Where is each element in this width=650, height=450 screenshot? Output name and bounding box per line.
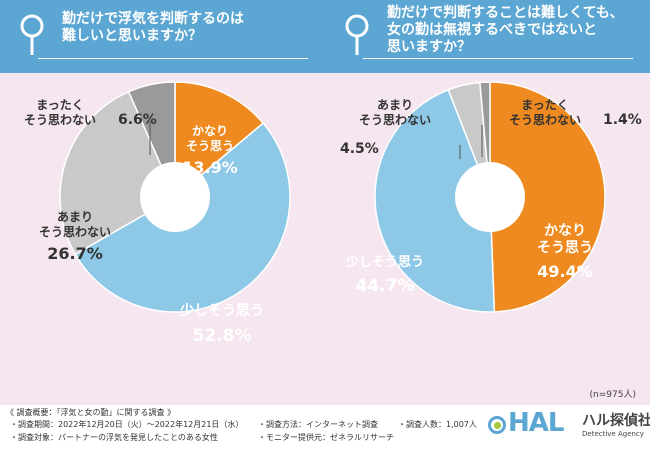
slice-label-text: あまり: [377, 98, 413, 112]
slice-label-text: そう思わない: [24, 113, 96, 127]
magnifier-icon: [345, 14, 369, 55]
survey-period: ・調査期間：2022年12月20日（火）～2022年12月21日（水）: [10, 420, 244, 429]
slice-percent: 49.4%: [537, 262, 593, 281]
sample-size-note: (n=975人): [589, 390, 636, 400]
pie-slice: [174, 81, 265, 199]
pie-slice: [489, 81, 606, 313]
question-text-left: 勤だけで浮気を判断するのは 難しいと思いますか？: [62, 11, 244, 45]
question-right: 勤だけで判断することは難しくても、 女の勤は無視するべきではないと 思いますか？: [325, 3, 650, 69]
slice-label-text: まったく: [36, 98, 84, 112]
slice-label-text: かなり: [544, 223, 586, 239]
slice-label: 少しそう思う 52.8%: [179, 302, 264, 346]
slice-label-text: そう思う: [186, 139, 234, 153]
logo-name: ハル探偵社: [582, 413, 650, 429]
donut-charts: かなりそう思う13.9%少しそう思う52.8%あまりそう思わない26.7%まった…: [24, 81, 642, 346]
survey-target: ・調査対象：パートナーの浮気を発見したことのある女性: [10, 433, 218, 442]
header-bar: 勤だけで浮気を判断するのは 難しいと思いますか？ 勤だけで判断することは難しくて…: [0, 0, 650, 73]
slice-label-text: そう思わない: [509, 113, 581, 127]
logo-hal: HAL: [508, 408, 564, 438]
slice-label-text: まったく: [521, 98, 569, 112]
slice-label-text: そう思う: [537, 240, 593, 256]
slice-percent: 44.7%: [356, 276, 415, 296]
question-left: 勤だけで浮気を判断するのは 難しいと思いますか？: [0, 3, 325, 69]
survey-footer: 《 調査概要：「浮気と女の勤」に関する調査 》 ・調査期間：2022年12月20…: [0, 405, 650, 450]
slice-percent: 26.7%: [47, 244, 103, 263]
donut-hole: [140, 162, 210, 232]
slice-label-text: そう思わない: [359, 113, 431, 127]
slice-label-text: 少しそう思う: [345, 254, 424, 270]
question-line: 思いますか？: [387, 39, 471, 55]
divider: [38, 58, 308, 59]
slice-percent: 6.6%: [118, 112, 157, 128]
survey-count: ・調査人数：1,007人: [398, 420, 477, 429]
company-logo: HAL ハル探偵社 Detective Agency: [486, 408, 650, 446]
question-line: 勤だけで判断することは難しくても、: [387, 5, 624, 21]
survey-method: ・調査方法：インターネット調査: [258, 420, 378, 429]
survey-provider: ・モニター提供元：ゼネラルリサーチ: [258, 433, 394, 442]
slice-label-text: 少しそう思う: [179, 302, 264, 319]
slice-percent: 13.9%: [182, 158, 238, 177]
pie-slice: [374, 88, 496, 313]
question-line: 難しいと思いますか？: [62, 28, 202, 44]
slice-percent: 4.5%: [340, 141, 379, 157]
slice-label-text: かなり: [192, 124, 228, 138]
logo-dot-icon: [494, 422, 501, 429]
slice-percent: 1.4%: [603, 112, 642, 128]
donut-hole: [455, 162, 525, 232]
slice-label: 少しそう思う 44.7%: [345, 254, 424, 296]
divider: [363, 58, 633, 59]
logo-ring-icon: [488, 416, 506, 434]
question-text-right: 勤だけで判断することは難しくても、 女の勤は無視するべきではないと 思いますか？: [387, 5, 623, 56]
slice-percent: 52.8%: [193, 326, 252, 346]
question-line: 女の勤は無視するべきではないと: [387, 22, 597, 38]
slice-label-text: そう思わない: [39, 225, 111, 239]
magnifier-icon: [20, 14, 44, 55]
logo-subtitle: Detective Agency: [582, 430, 644, 438]
question-line: 勤だけで浮気を判断するのは: [62, 11, 244, 27]
slice-label-text: あまり: [57, 210, 93, 224]
survey-title: 《 調査概要：「浮気と女の勤」に関する調査 》: [6, 408, 176, 417]
